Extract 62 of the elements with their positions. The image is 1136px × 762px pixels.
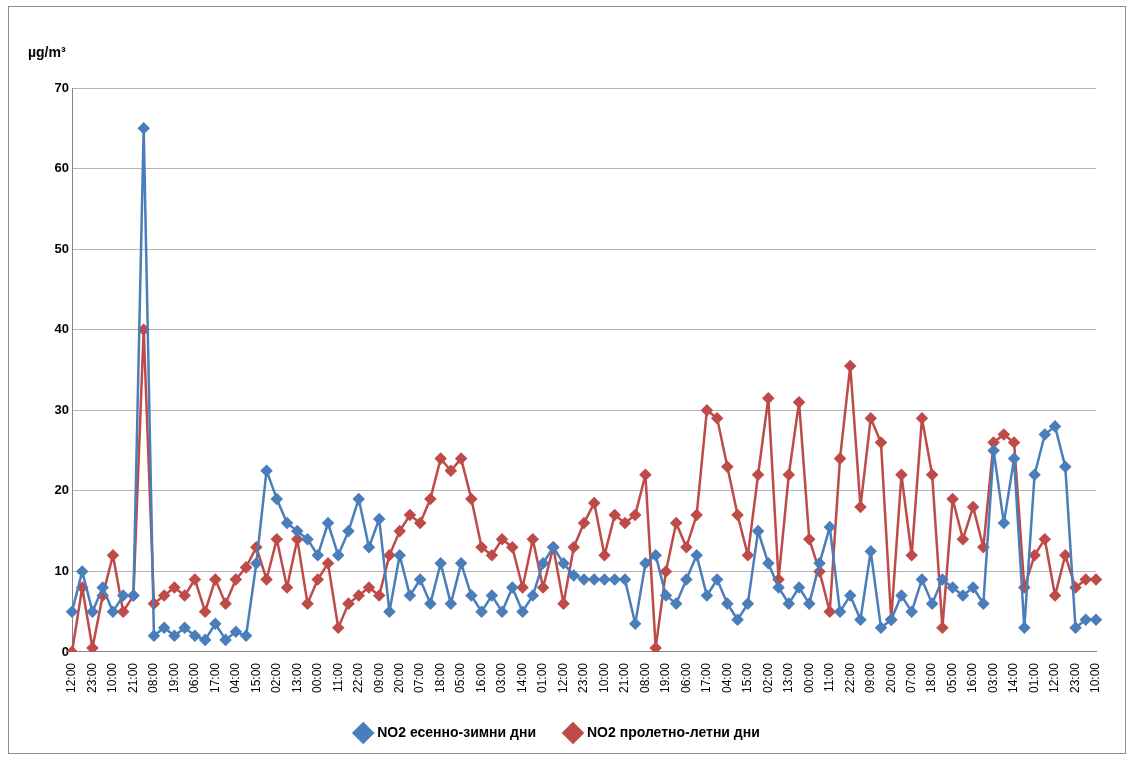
x-tick-label: 04:00 — [228, 662, 243, 693]
x-tick-label: 07:00 — [903, 662, 918, 693]
x-tick-label: 16:00 — [965, 662, 980, 693]
legend-label: NO2 пролетно-летни дни — [587, 723, 760, 740]
x-tick-label: 22:00 — [842, 662, 857, 693]
y-tick-label: 70 — [54, 79, 69, 95]
x-tick-label: 13:00 — [289, 662, 304, 693]
y-tick-label: 30 — [54, 401, 69, 417]
x-tick-label: 12:00 — [1047, 662, 1062, 693]
x-tick-label: 08:00 — [637, 662, 652, 693]
x-tick-label: 10:00 — [596, 662, 611, 693]
x-tick-label: 13:00 — [781, 662, 796, 693]
x-tick-label: 05:00 — [944, 662, 959, 693]
y-tick-label: 40 — [54, 321, 69, 337]
y-tick-label: 0 — [61, 643, 69, 659]
x-tick-label: 00:00 — [310, 662, 325, 693]
x-tick-label: 20:00 — [391, 662, 406, 693]
x-tick-label: 04:00 — [719, 662, 734, 693]
x-tick-label: 09:00 — [371, 662, 386, 693]
y-axis-title: µg/m³ — [28, 43, 66, 60]
x-tick-label: 11:00 — [822, 662, 837, 693]
x-tick-label: 06:00 — [187, 662, 202, 693]
x-tick-label: 12:00 — [64, 662, 79, 693]
y-tick-label: 10 — [54, 562, 69, 578]
x-tick-label: 09:00 — [863, 662, 878, 693]
x-tick-label: 10:00 — [105, 662, 120, 693]
x-tick-label: 02:00 — [760, 662, 775, 693]
x-tick-label: 01:00 — [535, 662, 550, 693]
x-tick-label: 14:00 — [1006, 662, 1021, 693]
x-tick-label: 02:00 — [269, 662, 284, 693]
x-tick-label: 21:00 — [617, 662, 632, 693]
x-tick-label: 03:00 — [494, 662, 509, 693]
x-tick-label: 17:00 — [207, 662, 222, 693]
y-tick-label: 60 — [54, 160, 69, 176]
legend-label: NO2 есенно-зимни дни — [377, 723, 537, 740]
x-tick-label: 19:00 — [658, 662, 673, 693]
x-tick-label: 23:00 — [1067, 662, 1082, 693]
y-tick-label: 20 — [54, 482, 69, 498]
x-tick-label: 06:00 — [678, 662, 693, 693]
x-tick-label: 20:00 — [883, 662, 898, 693]
x-tick-label: 03:00 — [985, 662, 1000, 693]
x-tick-label: 18:00 — [924, 662, 939, 693]
x-tick-label: 19:00 — [166, 662, 181, 693]
x-tick-label: 23:00 — [576, 662, 591, 693]
x-tick-label: 23:00 — [84, 662, 99, 693]
x-tick-label: 10:00 — [1088, 662, 1103, 693]
x-tick-label: 22:00 — [351, 662, 366, 693]
x-tick-label: 17:00 — [699, 662, 714, 693]
x-tick-label: 12:00 — [555, 662, 570, 693]
x-tick-label: 16:00 — [473, 662, 488, 693]
x-tick-label: 07:00 — [412, 662, 427, 693]
x-tick-label: 01:00 — [1026, 662, 1041, 693]
x-tick-label: 08:00 — [146, 662, 161, 693]
x-tick-label: 15:00 — [740, 662, 755, 693]
x-tick-label: 21:00 — [125, 662, 140, 693]
x-tick-label: 18:00 — [432, 662, 447, 693]
x-tick-label: 11:00 — [330, 662, 345, 693]
y-tick-label: 50 — [54, 240, 69, 256]
x-tick-label: 05:00 — [453, 662, 468, 693]
x-tick-label: 14:00 — [514, 662, 529, 693]
x-tick-label: 00:00 — [801, 662, 816, 693]
x-tick-label: 15:00 — [248, 662, 263, 693]
